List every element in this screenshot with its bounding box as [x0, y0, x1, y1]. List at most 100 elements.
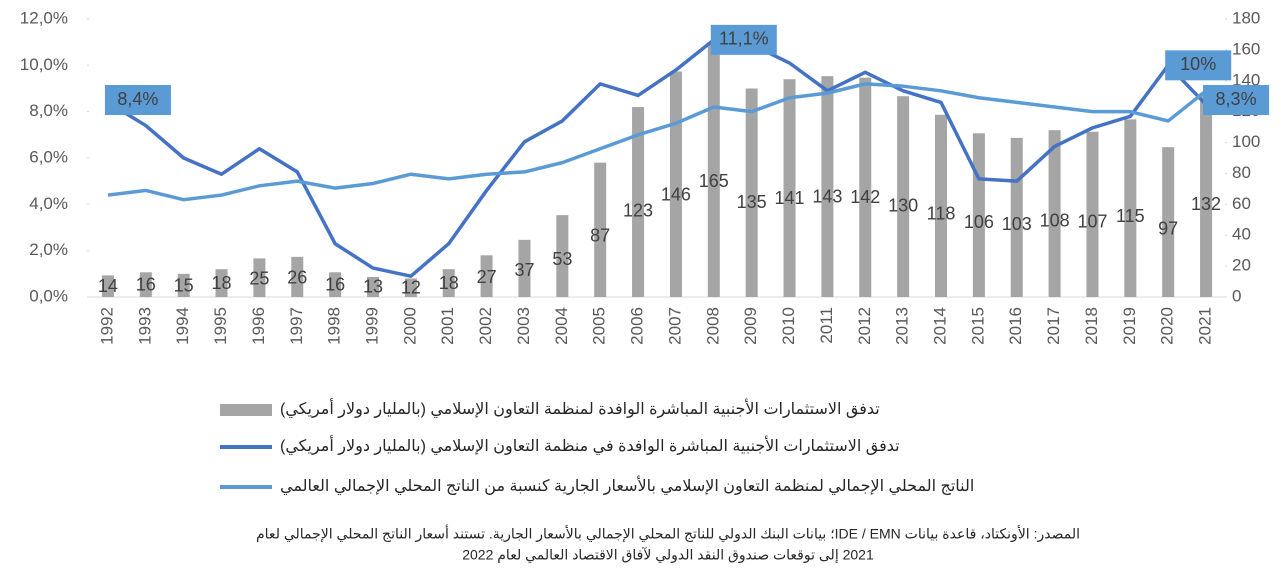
data-label: 103 [1002, 214, 1032, 234]
legend-swatch [220, 404, 272, 416]
y2-tick-label: 140 [1232, 70, 1260, 89]
label-box [104, 85, 171, 115]
x-tick-label: 2004 [552, 307, 571, 345]
bar [897, 96, 910, 297]
x-tick-label: 2009 [741, 307, 760, 345]
line [107, 38, 1208, 278]
legend-label: الناتج المحلي الإجمالي لمنظمة التعاون ال… [280, 475, 974, 496]
data-label: 106 [964, 212, 994, 232]
bar [404, 278, 417, 297]
y-tick-label: 4,0% [29, 194, 68, 213]
bar [935, 114, 947, 297]
x-tick-label: 2000 [400, 307, 419, 345]
bar [821, 76, 834, 298]
bar [745, 88, 758, 297]
bar [859, 77, 872, 297]
bar [556, 215, 569, 297]
x-tick-label: 2015 [968, 307, 987, 345]
x-tick-label: 1994 [173, 307, 192, 345]
y2-tick-label: 20 [1232, 256, 1251, 275]
data-label: 13 [363, 277, 383, 297]
data-label: 118 [927, 204, 956, 224]
bar [215, 269, 228, 297]
data-label: 115 [1116, 206, 1145, 226]
y-tick-label: 10,0% [20, 55, 68, 74]
bar [139, 272, 152, 297]
label-box [1165, 50, 1232, 81]
y2-tick-label: 100 [1232, 132, 1260, 151]
data-label: 27 [477, 267, 497, 287]
data-label: 16 [136, 275, 156, 295]
data-label: 16 [325, 275, 345, 295]
data-label: 25 [249, 268, 269, 288]
x-tick-label: 2001 [438, 307, 457, 345]
bar [177, 273, 190, 297]
x-tick-label: 2021 [1196, 307, 1215, 345]
source-line: 2021 إلى توقعات صندوق النقد الدولي لآفاق… [462, 547, 874, 564]
x-tick-label: 1992 [97, 307, 116, 345]
data-label: 165 [699, 171, 729, 191]
x-tick-label: 2002 [476, 307, 495, 345]
bar [783, 79, 796, 297]
y2-tick-label: 60 [1232, 194, 1251, 213]
data-label: 11,1% [719, 29, 769, 49]
data-label: 107 [1077, 211, 1107, 231]
data-label: 108 [1040, 211, 1070, 231]
bar [707, 42, 720, 297]
x-tick-label: 2011 [817, 307, 836, 344]
bar [253, 258, 266, 297]
y-tick-label: 12,0% [20, 8, 68, 27]
x-tick-label: 2017 [1044, 307, 1063, 345]
x-tick-label: 2003 [514, 307, 533, 345]
label-box [710, 24, 777, 55]
y2-tick-label: 40 [1232, 225, 1251, 244]
data-label: 10% [1180, 54, 1216, 74]
x-tick-label: 2013 [893, 307, 912, 345]
x-tick-label: 2007 [665, 307, 684, 345]
x-tick-label: 1996 [249, 307, 268, 345]
data-label: 123 [623, 200, 653, 220]
x-tick-label: 1997 [287, 307, 306, 345]
legend-label: تدفق الاستثمارات الأجنبية المباشرة الواف… [280, 435, 900, 456]
bar [480, 255, 493, 297]
data-label: 141 [775, 188, 805, 208]
line [107, 82, 1208, 202]
bar [101, 275, 114, 297]
y-tick-label: 6,0% [29, 147, 68, 166]
y-tick-label: 8,0% [29, 101, 68, 120]
data-label: 87 [590, 225, 610, 245]
x-tick-label: 2016 [1006, 307, 1025, 345]
source-line: المصدر: الأونكتاد، قاعدة بيانات IDE / EM… [256, 525, 1080, 543]
bar [442, 269, 455, 297]
bar [518, 239, 531, 297]
bar [632, 107, 645, 298]
x-tick-label: 1993 [135, 307, 154, 345]
data-label: 14 [98, 276, 118, 296]
data-label: 130 [888, 195, 918, 215]
bar [291, 256, 304, 297]
legend-label: تدفق الاستثمارات الأجنبية المباشرة الواف… [280, 398, 880, 419]
data-label: 18 [439, 273, 459, 293]
data-label: 146 [661, 184, 691, 204]
x-tick-label: 2012 [855, 307, 874, 345]
data-label: 97 [1158, 218, 1178, 238]
label-box [1203, 85, 1270, 115]
data-label: 37 [514, 260, 534, 280]
bar [1048, 130, 1061, 297]
x-tick-label: 1998 [325, 307, 344, 345]
bar [329, 272, 342, 297]
x-tick-label: 2019 [1120, 307, 1139, 345]
x-tick-label: 2020 [1158, 307, 1177, 345]
bar [1200, 93, 1213, 297]
bar [1086, 131, 1099, 297]
data-label: 135 [737, 192, 767, 212]
y-tick-label: 0,0% [29, 286, 68, 305]
data-label: 26 [287, 268, 307, 288]
x-tick-label: 1995 [211, 307, 230, 345]
y2-tick-label: 160 [1232, 39, 1260, 58]
x-tick-label: 2008 [703, 307, 722, 345]
x-tick-label: 2014 [930, 307, 949, 345]
data-label: 132 [1191, 194, 1221, 214]
y2-tick-label: 80 [1232, 163, 1251, 182]
